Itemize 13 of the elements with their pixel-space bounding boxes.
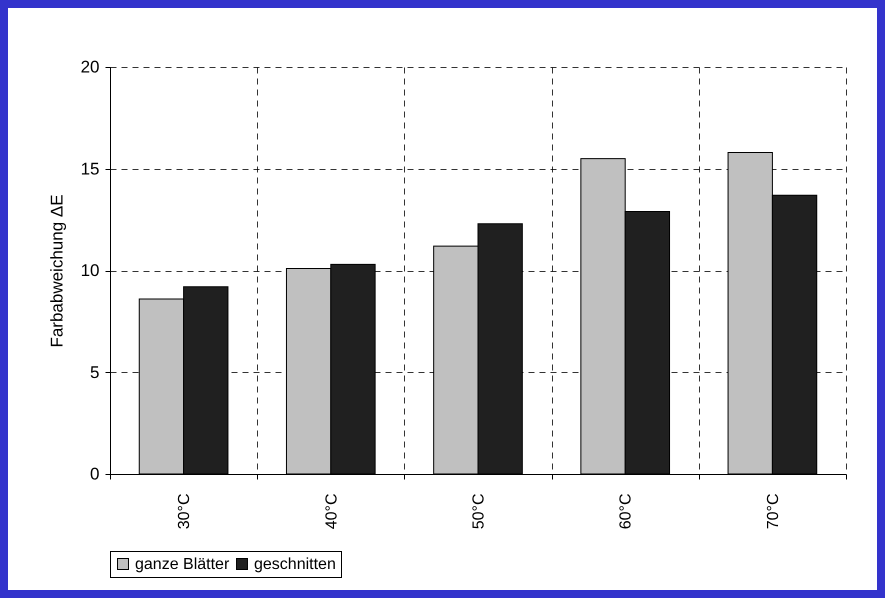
y-tick-label: 10: [80, 261, 100, 280]
y-axis-title: Farbabweichung ΔE: [48, 194, 67, 348]
legend-label: geschnitten: [254, 556, 336, 573]
legend-label: ganze Blätter: [135, 556, 230, 573]
y-tick-label: 20: [80, 58, 100, 76]
y-tick-label: 0: [90, 464, 100, 484]
x-tick-label: 70°C: [764, 494, 782, 530]
x-tick-label: 30°C: [176, 494, 194, 530]
x-tick-label: 50°C: [470, 494, 488, 530]
x-tick-label: 60°C: [618, 494, 635, 530]
y-tick-label: 5: [90, 362, 100, 382]
x-tick-label: 40°C: [323, 494, 340, 530]
y-tick-label: 15: [80, 159, 100, 178]
